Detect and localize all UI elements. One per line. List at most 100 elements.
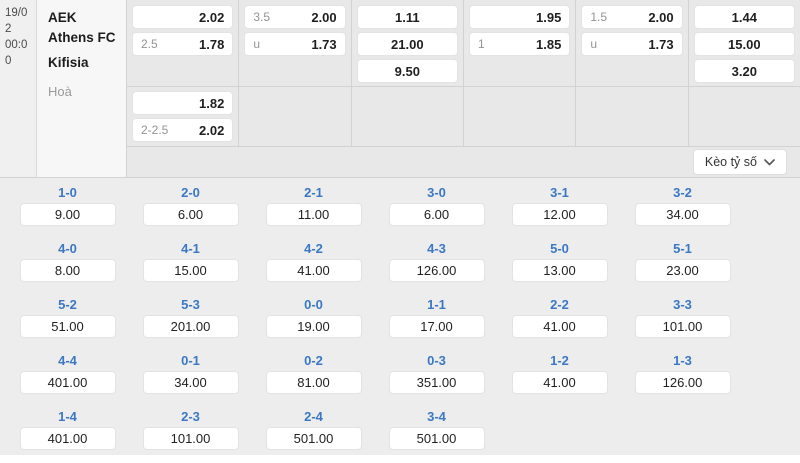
score-label: 5-3 <box>181 297 200 312</box>
datetime-line: 0 <box>5 54 12 67</box>
odds-row-2 <box>688 87 800 148</box>
odds-column: 1.44 15.00 3.20 <box>688 0 800 148</box>
score-label: 1-2 <box>550 353 569 368</box>
odds-column: 3.5 2.00 u 1.73 <box>239 0 352 148</box>
score-odds-box[interactable]: 6.00 <box>388 203 485 226</box>
handicap-label: 3.5 <box>253 10 271 24</box>
score-odds-box[interactable]: 6.00 <box>142 203 239 226</box>
score-odds-box[interactable]: 401.00 <box>19 427 116 450</box>
score-odds-box[interactable]: 126.00 <box>388 259 485 282</box>
odds-box[interactable]: 9.50 <box>356 59 458 83</box>
score-row: 4-4 401.00 0-1 34.00 0-2 81.00 0-3 351.00 1-2 41.… <box>6 353 800 394</box>
score-odds-box[interactable]: 51.00 <box>19 315 116 338</box>
odds-box[interactable]: u 1.73 <box>244 32 346 56</box>
correct-score-grid: 1-0 9.00 2-0 6.00 2-1 11.00 3-0 6.00 3-1 12.00 3-2… <box>0 178 800 455</box>
score-cell: 5-2 51.00 <box>6 297 129 338</box>
score-label: 0-1 <box>181 353 200 368</box>
odds-value: 1.73 <box>311 36 337 52</box>
odds-box[interactable]: 2.5 1.78 <box>132 32 234 56</box>
score-odds-box[interactable]: 401.00 <box>19 371 116 394</box>
handicap-label: u <box>253 37 261 51</box>
score-odds-box[interactable]: 15.00 <box>142 259 239 282</box>
score-cell: 4-0 8.00 <box>6 241 129 282</box>
odds-column: 1.5 2.00 u 1.73 <box>576 0 689 148</box>
score-cell: 1-2 41.00 <box>498 353 621 394</box>
score-cell: 3-0 6.00 <box>375 185 498 226</box>
score-cell: 4-4 401.00 <box>6 353 129 394</box>
score-odds-box[interactable]: 201.00 <box>142 315 239 338</box>
score-odds-box[interactable]: 101.00 <box>634 315 731 338</box>
odds-box[interactable]: 15.00 <box>693 32 795 56</box>
score-label: 4-3 <box>427 241 446 256</box>
odds-box[interactable]: 1.95 <box>468 5 571 29</box>
odds-box[interactable]: u 1.73 <box>581 32 683 56</box>
score-row: 1-0 9.00 2-0 6.00 2-1 11.00 3-0 6.00 3-1 12.00 3-2… <box>6 185 800 226</box>
score-odds-box[interactable]: 81.00 <box>265 371 362 394</box>
score-cell: 3-2 34.00 <box>621 185 744 226</box>
odds-box[interactable]: 1.82 <box>132 91 234 115</box>
score-label: 0-2 <box>304 353 323 368</box>
draw-label: Hoà <box>48 83 72 99</box>
score-label: 3-1 <box>550 185 569 200</box>
score-odds-box[interactable]: 9.00 <box>19 203 116 226</box>
score-cell: 1-4 401.00 <box>6 409 129 450</box>
odds-box[interactable]: 3.20 <box>693 59 795 83</box>
score-odds-box[interactable]: 13.00 <box>511 259 608 282</box>
odds-box[interactable]: 2.02 <box>132 5 234 29</box>
odds-box[interactable]: 1.5 2.00 <box>581 5 683 29</box>
score-odds-box[interactable]: 501.00 <box>265 427 362 450</box>
odds-box[interactable]: 1.11 <box>356 5 458 29</box>
odds-box[interactable]: 1 1.85 <box>468 32 571 56</box>
score-cell: 2-3 101.00 <box>129 409 252 450</box>
score-odds-box[interactable]: 23.00 <box>634 259 731 282</box>
market-selector-row: Kèo tỷ số <box>127 147 800 177</box>
odds-box[interactable]: 2-2.5 2.02 <box>132 118 234 142</box>
score-odds-box[interactable]: 501.00 <box>388 427 485 450</box>
score-odds-box[interactable]: 34.00 <box>634 203 731 226</box>
odds-row-2 <box>463 87 576 148</box>
odds-box[interactable]: 21.00 <box>356 32 458 56</box>
odds-value: 1.73 <box>648 36 674 52</box>
odds-value: 2.00 <box>648 9 674 25</box>
score-odds-box[interactable]: 41.00 <box>265 259 362 282</box>
odds-box[interactable]: 3.5 2.00 <box>244 5 346 29</box>
odds-row-1: 1.95 1 1.85 <box>463 0 576 87</box>
score-label: 1-1 <box>427 297 446 312</box>
score-odds-box[interactable]: 8.00 <box>19 259 116 282</box>
odds-value: 1.44 <box>731 9 757 25</box>
score-label: 2-4 <box>304 409 323 424</box>
score-odds-box[interactable]: 126.00 <box>634 371 731 394</box>
score-odds-box[interactable]: 41.00 <box>511 371 608 394</box>
odds-value: 1.85 <box>536 36 562 52</box>
score-label: 1-3 <box>673 353 692 368</box>
score-cell: 5-0 13.00 <box>498 241 621 282</box>
score-label: 0-0 <box>304 297 323 312</box>
score-odds-box[interactable]: 12.00 <box>511 203 608 226</box>
score-label: 5-2 <box>58 297 77 312</box>
odds-value: 1.78 <box>199 36 225 52</box>
datetime-line: 00:0 <box>5 38 28 51</box>
odds-value: 1.95 <box>536 9 562 25</box>
score-odds-box[interactable]: 351.00 <box>388 371 485 394</box>
score-cell: 5-1 23.00 <box>621 241 744 282</box>
match-datetime: 19/0 2 00:0 0 <box>0 0 37 177</box>
score-label: 1-0 <box>58 185 77 200</box>
score-label: 3-4 <box>427 409 446 424</box>
odds-value: 2.02 <box>199 122 225 138</box>
score-cell: 2-4 501.00 <box>252 409 375 450</box>
score-odds-box[interactable]: 101.00 <box>142 427 239 450</box>
odds-row-2: 1.82 2-2.5 2.02 <box>127 87 239 148</box>
score-odds-box[interactable]: 34.00 <box>142 371 239 394</box>
score-market-dropdown[interactable]: Kèo tỷ số <box>692 149 787 176</box>
odds-box[interactable]: 1.44 <box>693 5 795 29</box>
score-odds-box[interactable]: 41.00 <box>511 315 608 338</box>
odds-column: 1.95 1 1.85 <box>463 0 577 148</box>
score-odds-box[interactable]: 19.00 <box>265 315 362 338</box>
odds-value: 3.20 <box>731 63 757 79</box>
score-odds-box[interactable]: 17.00 <box>388 315 485 338</box>
score-odds-box[interactable]: 11.00 <box>265 203 362 226</box>
score-row: 1-4 401.00 2-3 101.00 2-4 501.00 3-4 501.00 <box>6 409 800 450</box>
score-row: 5-2 51.00 5-3 201.00 0-0 19.00 1-1 17.00 2-2 41.0… <box>6 297 800 338</box>
handicap-label: 2.5 <box>141 37 158 51</box>
